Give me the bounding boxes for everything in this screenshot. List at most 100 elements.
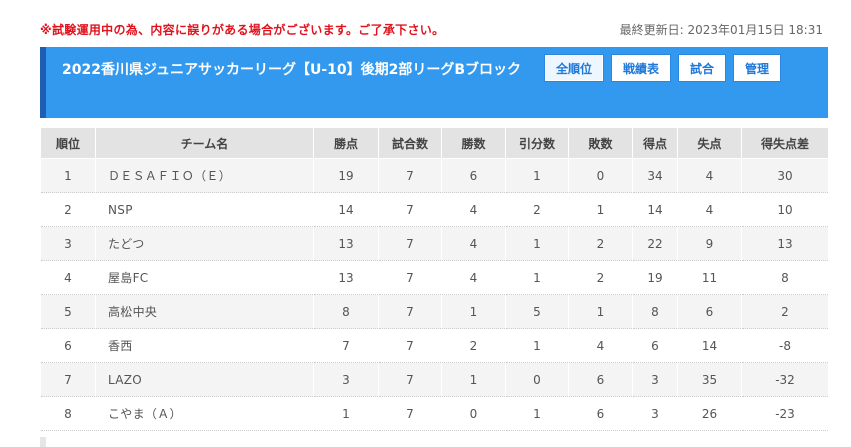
wins-cell: 4 xyxy=(441,192,506,227)
points-cell: 19 xyxy=(313,158,379,193)
losses-cell: 6 xyxy=(568,362,633,397)
admin-button[interactable]: 管理 xyxy=(734,55,781,81)
losses-cell: 1 xyxy=(568,294,633,329)
losses-cell: 6 xyxy=(568,396,633,431)
matches-button[interactable]: 試合 xyxy=(679,55,726,81)
standings-table: 順位 チーム名 勝点 試合数 勝数 引分数 敗数 得点 失点 得失点差 1 ＤＥＳ… xyxy=(40,127,829,431)
rank-cell: 1 xyxy=(40,158,96,193)
goal-diff-cell: -8 xyxy=(741,328,829,363)
points-cell: 7 xyxy=(313,328,379,363)
rank-cell: 3 xyxy=(40,226,96,261)
draws-cell: 1 xyxy=(505,328,569,363)
goals-against-cell: 4 xyxy=(677,192,742,227)
rank-cell: 6 xyxy=(40,328,96,363)
rank-cell: 8 xyxy=(40,396,96,431)
points-cell: 13 xyxy=(313,260,379,295)
table-header-row: 順位 チーム名 勝点 試合数 勝数 引分数 敗数 得点 失点 得失点差 xyxy=(40,127,829,159)
played-cell: 7 xyxy=(378,226,442,261)
page-header: 2022香川県ジュニアサッカーリーグ【U-10】後期2部リーグBブロック 全順位… xyxy=(40,47,828,118)
played-cell: 7 xyxy=(378,328,442,363)
team-name-cell[interactable]: 香西 xyxy=(95,328,314,363)
wins-cell: 4 xyxy=(441,260,506,295)
draws-cell: 1 xyxy=(505,158,569,193)
table-row: 4 屋島FC 13 7 4 1 2 19 11 8 xyxy=(40,260,829,295)
wins-cell: 1 xyxy=(441,294,506,329)
goals-against-cell: 14 xyxy=(677,328,742,363)
team-name-cell[interactable]: たどつ xyxy=(95,226,314,261)
played-cell: 7 xyxy=(378,260,442,295)
goal-diff-cell: 13 xyxy=(741,226,829,261)
col-header-wins[interactable]: 勝数 xyxy=(441,127,506,159)
goal-diff-cell: 2 xyxy=(741,294,829,329)
goal-diff-cell: 30 xyxy=(741,158,829,193)
played-cell: 7 xyxy=(378,192,442,227)
draws-cell: 2 xyxy=(505,192,569,227)
rank-cell: 7 xyxy=(40,362,96,397)
draws-cell: 0 xyxy=(505,362,569,397)
draws-cell: 1 xyxy=(505,260,569,295)
losses-cell: 0 xyxy=(568,158,633,193)
team-name-cell[interactable]: LAZO xyxy=(95,362,314,397)
col-header-goals-for[interactable]: 得点 xyxy=(632,127,678,159)
col-header-team[interactable]: チーム名 xyxy=(95,127,314,159)
col-header-points[interactable]: 勝点 xyxy=(313,127,379,159)
goal-diff-cell: -32 xyxy=(741,362,829,397)
draws-cell: 1 xyxy=(505,226,569,261)
wins-cell: 0 xyxy=(441,396,506,431)
wins-cell: 1 xyxy=(441,362,506,397)
notice-text: ※試験運用中の為、内容に誤りがある場合がございます。ご了承下さい。 xyxy=(40,23,445,37)
all-standings-button[interactable]: 全順位 xyxy=(545,55,604,81)
table-row: 8 こやま（Ａ） 1 7 0 1 6 3 26 -23 xyxy=(40,396,829,431)
col-header-goals-against[interactable]: 失点 xyxy=(677,127,742,159)
wins-cell: 6 xyxy=(441,158,506,193)
col-header-draws[interactable]: 引分数 xyxy=(505,127,569,159)
wins-cell: 2 xyxy=(441,328,506,363)
results-table-button[interactable]: 戦績表 xyxy=(612,55,671,81)
losses-cell: 2 xyxy=(568,226,633,261)
played-cell: 7 xyxy=(378,294,442,329)
table-row: 2 NSP 14 7 4 2 1 14 4 10 xyxy=(40,192,829,227)
page-title: 2022香川県ジュニアサッカーリーグ【U-10】後期2部リーグBブロック xyxy=(62,62,522,78)
goals-for-cell: 19 xyxy=(632,260,678,295)
team-name-cell[interactable]: 屋島FC xyxy=(95,260,314,295)
points-cell: 1 xyxy=(313,396,379,431)
last-updated: 最終更新日: 2023年01月15日 18:31 xyxy=(619,23,823,37)
goal-diff-cell: 10 xyxy=(741,192,829,227)
team-name-cell[interactable]: こやま（Ａ） xyxy=(95,396,314,431)
footer-marker xyxy=(40,437,46,447)
rank-cell: 5 xyxy=(40,294,96,329)
col-header-rank[interactable]: 順位 xyxy=(40,127,96,159)
goal-diff-cell: 8 xyxy=(741,260,829,295)
col-header-goal-diff[interactable]: 得失点差 xyxy=(741,127,829,159)
points-cell: 14 xyxy=(313,192,379,227)
draws-cell: 1 xyxy=(505,396,569,431)
table-row: 3 たどつ 13 7 4 1 2 22 9 13 xyxy=(40,226,829,261)
goals-against-cell: 26 xyxy=(677,396,742,431)
table-row: 1 ＤＥＳＡＦＩＯ（Ｅ） 19 7 6 1 0 34 4 30 xyxy=(40,158,829,193)
goals-for-cell: 14 xyxy=(632,192,678,227)
goals-against-cell: 11 xyxy=(677,260,742,295)
goals-for-cell: 6 xyxy=(632,328,678,363)
col-header-losses[interactable]: 敗数 xyxy=(568,127,633,159)
goals-against-cell: 6 xyxy=(677,294,742,329)
table-row: 5 高松中央 8 7 1 5 1 8 6 2 xyxy=(40,294,829,329)
wins-cell: 4 xyxy=(441,226,506,261)
team-name-cell[interactable]: ＤＥＳＡＦＩＯ（Ｅ） xyxy=(95,158,314,193)
points-cell: 13 xyxy=(313,226,379,261)
goals-for-cell: 34 xyxy=(632,158,678,193)
col-header-played[interactable]: 試合数 xyxy=(378,127,442,159)
goals-for-cell: 3 xyxy=(632,362,678,397)
table-row: 7 LAZO 3 7 1 0 6 3 35 -32 xyxy=(40,362,829,397)
table-row: 6 香西 7 7 2 1 4 6 14 -8 xyxy=(40,328,829,363)
played-cell: 7 xyxy=(378,396,442,431)
played-cell: 7 xyxy=(378,362,442,397)
draws-cell: 5 xyxy=(505,294,569,329)
goals-for-cell: 8 xyxy=(632,294,678,329)
goals-against-cell: 4 xyxy=(677,158,742,193)
goals-against-cell: 9 xyxy=(677,226,742,261)
team-name-cell[interactable]: NSP xyxy=(95,192,314,227)
goals-against-cell: 35 xyxy=(677,362,742,397)
rank-cell: 2 xyxy=(40,192,96,227)
team-name-cell[interactable]: 高松中央 xyxy=(95,294,314,329)
goals-for-cell: 22 xyxy=(632,226,678,261)
